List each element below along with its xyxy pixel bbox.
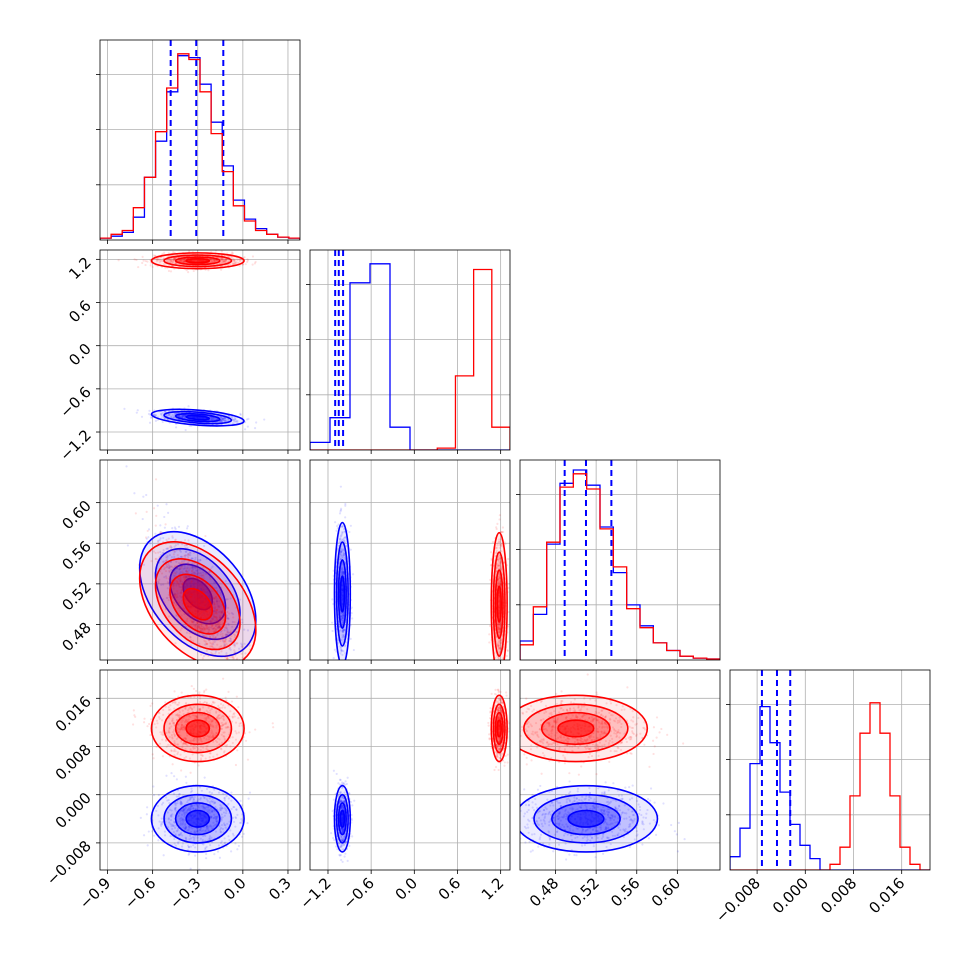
x-tick-label: 0.48 — [526, 874, 562, 910]
y-tick-label: 0.52 — [58, 578, 94, 614]
hist-panel-3 — [730, 670, 930, 870]
density-contour-series-0 — [567, 809, 605, 828]
x-tick-label: 0.3 — [265, 874, 295, 904]
scatter-panel-3-0 — [100, 670, 300, 870]
y-tick-label: 0.016 — [52, 692, 95, 735]
density-contour-series-1 — [496, 585, 502, 623]
histogram-series-1 — [310, 268, 510, 450]
y-tick-label: 0.0 — [65, 340, 95, 370]
y-tick-label: 0.000 — [52, 789, 95, 832]
panel-frame — [309, 249, 511, 451]
x-tick-label: 0.52 — [567, 874, 603, 910]
x-tick-label: 0.008 — [817, 874, 860, 917]
panel-frame — [99, 39, 301, 241]
x-tick-label: 1.2 — [478, 874, 508, 904]
panel-frame — [519, 459, 721, 661]
histogram-series-0 — [310, 263, 510, 450]
scatter-panel-2-1 — [310, 460, 510, 660]
x-tick-label: −0.3 — [166, 874, 204, 912]
scatter-panel-3-2 — [520, 670, 720, 870]
y-tick-label: 0.48 — [58, 619, 94, 655]
histogram-series-0 — [520, 469, 720, 660]
histogram-series-1 — [730, 702, 930, 870]
histogram-series-0 — [730, 705, 930, 870]
panel-frame — [99, 459, 301, 661]
x-tick-label: 0.56 — [607, 874, 643, 910]
x-tick-label: −0.6 — [121, 874, 159, 912]
x-tick-label: −0.9 — [76, 874, 114, 912]
x-tick-label: 0.6 — [435, 874, 465, 904]
panel-frame — [309, 459, 511, 661]
y-tick-label: −0.6 — [56, 383, 94, 421]
panel-frame — [309, 669, 511, 871]
x-tick-label: 0.0 — [392, 874, 422, 904]
scatter-panel-1-0 — [100, 250, 300, 450]
x-tick-label: 0.60 — [648, 874, 684, 910]
y-tick-label: 0.008 — [52, 741, 95, 784]
scatter-panel-2-0 — [100, 460, 300, 660]
y-tick-label: 0.60 — [58, 497, 94, 533]
density-contour-series-1 — [185, 719, 211, 738]
density-contour-series-0 — [185, 809, 211, 828]
scatter-panel-3-1 — [310, 670, 510, 870]
panel-frame — [519, 669, 721, 871]
y-tick-label: 1.2 — [65, 253, 95, 283]
density-contour-series-1 — [185, 258, 211, 264]
panel-frame — [99, 669, 301, 871]
panel-frame — [729, 669, 931, 871]
x-tick-label: 0.016 — [865, 874, 908, 917]
histogram-series-1 — [100, 53, 300, 240]
y-tick-label: −0.008 — [43, 837, 95, 889]
density-contour-series-0 — [185, 414, 211, 421]
x-tick-label: 0.000 — [769, 874, 812, 917]
hist-panel-2 — [520, 460, 720, 660]
x-tick-label: 0.0 — [220, 874, 250, 904]
density-contour-series-1 — [496, 719, 502, 738]
histogram-series-1 — [520, 473, 720, 660]
density-contour-series-1 — [182, 587, 214, 621]
y-tick-label: 0.56 — [58, 537, 94, 573]
density-contour-series-0 — [339, 809, 346, 828]
y-tick-label: 0.6 — [65, 297, 95, 327]
density-contour-series-0 — [339, 575, 346, 613]
hist-panel-1 — [310, 250, 510, 450]
y-tick-label: −1.2 — [56, 426, 94, 464]
x-tick-label: −0.008 — [712, 874, 764, 926]
density-contour-series-1 — [557, 719, 595, 738]
panel-frame — [99, 249, 301, 451]
x-tick-label: −1.2 — [296, 874, 334, 912]
x-tick-label: −0.6 — [339, 874, 377, 912]
hist-panel-0 — [100, 40, 300, 240]
